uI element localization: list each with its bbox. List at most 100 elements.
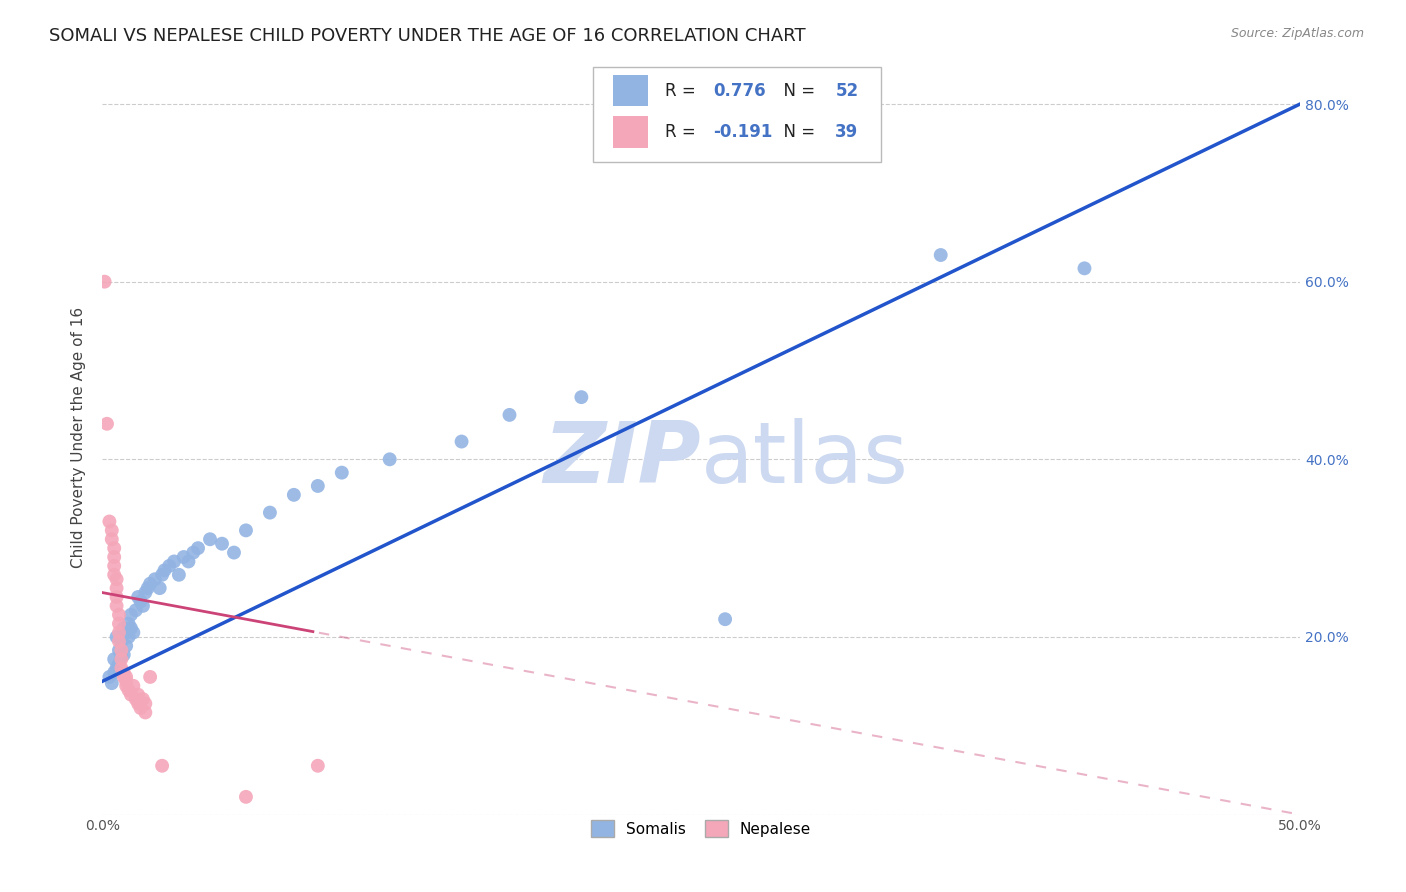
- Point: [117, 630, 139, 644]
- Point: [120, 621, 142, 635]
- Point: [134, 706, 156, 720]
- Text: 52: 52: [835, 81, 859, 100]
- Point: [125, 603, 148, 617]
- Point: [112, 665, 135, 680]
- Point: [98, 515, 121, 529]
- Text: N =: N =: [773, 123, 820, 141]
- Point: [259, 506, 281, 520]
- Point: [122, 625, 145, 640]
- Point: [307, 758, 329, 772]
- Point: [117, 683, 139, 698]
- Point: [307, 479, 329, 493]
- Point: [112, 648, 135, 662]
- Point: [235, 789, 257, 804]
- Point: [187, 541, 209, 556]
- Point: [125, 692, 148, 706]
- Point: [149, 581, 172, 595]
- Text: atlas: atlas: [702, 418, 910, 501]
- Text: R =: R =: [665, 123, 702, 141]
- Point: [134, 585, 156, 599]
- Y-axis label: Child Poverty Under the Age of 16: Child Poverty Under the Age of 16: [72, 307, 86, 567]
- Point: [127, 697, 149, 711]
- Point: [110, 661, 132, 675]
- Point: [163, 554, 186, 568]
- Point: [132, 692, 155, 706]
- Point: [714, 612, 737, 626]
- Point: [103, 567, 125, 582]
- Point: [96, 417, 118, 431]
- Point: [181, 545, 204, 559]
- Point: [108, 625, 131, 640]
- Text: -0.191: -0.191: [713, 123, 772, 141]
- Point: [105, 590, 128, 604]
- Text: R =: R =: [665, 81, 702, 100]
- Point: [117, 616, 139, 631]
- Point: [115, 670, 138, 684]
- Point: [132, 599, 155, 613]
- Point: [110, 634, 132, 648]
- Point: [122, 679, 145, 693]
- Text: N =: N =: [773, 81, 820, 100]
- Point: [569, 390, 592, 404]
- Point: [139, 576, 162, 591]
- Point: [108, 607, 131, 622]
- Point: [120, 607, 142, 622]
- Point: [115, 679, 138, 693]
- Point: [157, 558, 180, 573]
- Text: ZIP: ZIP: [544, 418, 702, 501]
- Point: [108, 643, 131, 657]
- Point: [101, 524, 124, 538]
- Point: [378, 452, 401, 467]
- Point: [198, 533, 221, 547]
- Point: [127, 688, 149, 702]
- Point: [115, 625, 138, 640]
- Point: [110, 649, 132, 664]
- Point: [103, 549, 125, 564]
- Point: [103, 665, 125, 680]
- Point: [134, 697, 156, 711]
- Text: 0.776: 0.776: [713, 81, 766, 100]
- Point: [103, 541, 125, 556]
- Point: [112, 621, 135, 635]
- Point: [330, 466, 353, 480]
- Point: [120, 688, 142, 702]
- Text: Source: ZipAtlas.com: Source: ZipAtlas.com: [1230, 27, 1364, 40]
- Point: [103, 558, 125, 573]
- Point: [222, 545, 245, 559]
- Point: [105, 630, 128, 644]
- Point: [150, 567, 173, 582]
- Point: [98, 670, 121, 684]
- Point: [143, 572, 166, 586]
- Point: [93, 275, 115, 289]
- FancyBboxPatch shape: [613, 116, 648, 148]
- Point: [153, 563, 176, 577]
- Point: [150, 758, 173, 772]
- Point: [101, 676, 124, 690]
- Point: [103, 652, 125, 666]
- Point: [105, 661, 128, 675]
- Point: [211, 537, 233, 551]
- Point: [450, 434, 472, 449]
- FancyBboxPatch shape: [593, 67, 880, 161]
- Point: [110, 643, 132, 657]
- Point: [115, 674, 138, 689]
- Point: [929, 248, 952, 262]
- Point: [127, 590, 149, 604]
- Text: SOMALI VS NEPALESE CHILD POVERTY UNDER THE AGE OF 16 CORRELATION CHART: SOMALI VS NEPALESE CHILD POVERTY UNDER T…: [49, 27, 806, 45]
- Point: [101, 533, 124, 547]
- Point: [1073, 261, 1095, 276]
- Point: [139, 670, 162, 684]
- Point: [177, 554, 200, 568]
- Point: [136, 581, 159, 595]
- Point: [110, 652, 132, 666]
- FancyBboxPatch shape: [613, 75, 648, 106]
- Point: [105, 599, 128, 613]
- Point: [105, 572, 128, 586]
- Point: [283, 488, 305, 502]
- Point: [129, 701, 152, 715]
- Point: [115, 639, 138, 653]
- Point: [167, 567, 190, 582]
- Point: [105, 581, 128, 595]
- Point: [129, 594, 152, 608]
- Point: [173, 549, 195, 564]
